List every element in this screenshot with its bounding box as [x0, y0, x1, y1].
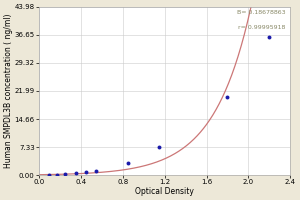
Point — [94, 169, 99, 172]
Point — [54, 173, 59, 176]
Y-axis label: Human SMPDL3B concentration ( ng/ml): Human SMPDL3B concentration ( ng/ml) — [4, 14, 13, 168]
Text: r= 0.99995918: r= 0.99995918 — [238, 25, 285, 30]
Point — [267, 36, 272, 39]
Point — [84, 171, 88, 174]
X-axis label: Optical Density: Optical Density — [135, 187, 194, 196]
Point — [157, 145, 162, 148]
Point — [63, 173, 68, 176]
Point — [73, 172, 78, 175]
Text: B= 0.18678863: B= 0.18678863 — [237, 10, 285, 15]
Point — [225, 95, 230, 98]
Point — [47, 173, 52, 177]
Point — [125, 161, 130, 165]
